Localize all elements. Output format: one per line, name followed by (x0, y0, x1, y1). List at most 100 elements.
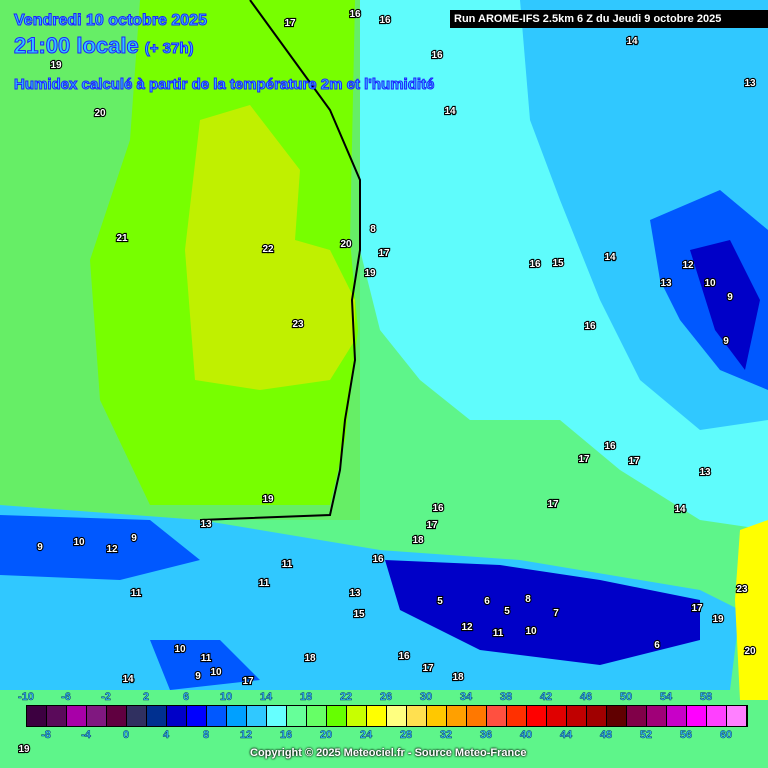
color-scale-label: 58 (699, 691, 713, 704)
color-scale-cell (307, 706, 327, 726)
color-scale-cell (347, 706, 367, 726)
color-scale-label: 0 (122, 729, 130, 742)
copyright: Copyright © 2025 Meteociel.fr - Source M… (250, 747, 527, 759)
color-scale-label: 44 (559, 729, 573, 742)
color-scale-cell (207, 706, 227, 726)
color-scale-label: 48 (599, 729, 613, 742)
color-scale-cell (267, 706, 287, 726)
color-scale-label: 42 (539, 691, 553, 704)
contour-value-label: 10 (525, 626, 537, 637)
contour-value-label: 14 (604, 252, 616, 263)
contour-value-label: 9 (727, 292, 733, 303)
contour-value-label: 14 (122, 674, 134, 685)
ocean-yellowlime (185, 105, 355, 390)
contour-value-label: 19 (712, 614, 724, 625)
color-scale-cell (67, 706, 87, 726)
contour-value-label: 19 (50, 60, 62, 71)
time-label: 21:00 locale (14, 33, 140, 59)
color-scale-cell (167, 706, 187, 726)
color-scale-cell (687, 706, 707, 726)
color-scale-label: 2 (142, 691, 150, 704)
contour-value-label: 19 (262, 494, 274, 505)
contour-value-label: 13 (200, 519, 212, 530)
color-scale-cell (127, 706, 147, 726)
color-scale-label: -2 (101, 691, 111, 704)
contour-value-label: 16 (349, 9, 361, 20)
contour-value-label: 12 (106, 544, 118, 555)
contour-value-label: 18 (304, 653, 316, 664)
color-scale-cell (547, 706, 567, 726)
se-yellow (735, 520, 768, 700)
color-scale-label: -8 (41, 729, 51, 742)
contour-value-label: 14 (626, 36, 638, 47)
color-scale-cell (567, 706, 587, 726)
contour-value-label: 19 (364, 268, 376, 279)
contour-value-label: 16 (529, 259, 541, 270)
color-scale-label: 32 (439, 729, 453, 742)
contour-value-label: 14 (444, 106, 456, 117)
contour-value-label: 11 (131, 588, 142, 599)
color-scale-cell (607, 706, 627, 726)
contour-value-label: 9 (131, 533, 137, 544)
color-scale-cell (227, 706, 247, 726)
contour-value-label: 12 (682, 260, 694, 271)
color-scale (26, 705, 748, 727)
color-scale-label: 20 (319, 729, 333, 742)
color-scale-cell (27, 706, 47, 726)
color-scale-label: 52 (639, 729, 653, 742)
color-scale-label: 38 (499, 691, 513, 704)
contour-value-label: 16 (398, 651, 410, 662)
contour-value-label: 21 (116, 233, 128, 244)
contour-value-label: 9 (723, 336, 729, 347)
contour-value-label: 17 (691, 603, 703, 614)
contour-value-label: 6 (654, 640, 660, 651)
color-scale-label: 40 (519, 729, 533, 742)
contour-value-label: 8 (525, 594, 531, 605)
color-scale-cell (147, 706, 167, 726)
color-scale-label: 26 (379, 691, 393, 704)
contour-value-label: 11 (493, 628, 504, 639)
color-scale-label: 46 (579, 691, 593, 704)
contour-value-label: 20 (340, 239, 352, 250)
color-scale-cell (107, 706, 127, 726)
contour-value-label: 17 (628, 456, 640, 467)
color-scale-cell (327, 706, 347, 726)
contour-value-label: 16 (584, 321, 596, 332)
contour-value-label: 16 (379, 15, 391, 26)
pyrenees-blue-west (0, 515, 200, 580)
contour-value-label: 9 (37, 542, 43, 553)
color-scale-label: 54 (659, 691, 673, 704)
color-scale-cell (47, 706, 67, 726)
contour-value-label: 23 (736, 584, 748, 595)
contour-value-label: 7 (553, 608, 559, 619)
time-offset: (+ 37h) (144, 40, 194, 58)
color-scale-cell (667, 706, 687, 726)
color-scale-label: 22 (339, 691, 353, 704)
contour-value-label: 22 (262, 244, 274, 255)
contour-value-label: 13 (349, 588, 361, 599)
contour-value-label: 16 (432, 503, 444, 514)
color-scale-cell (407, 706, 427, 726)
pyrenees-blue-east (385, 560, 700, 665)
color-scale-label: 36 (479, 729, 493, 742)
color-scale-label: 60 (719, 729, 733, 742)
contour-value-label: 11 (259, 578, 270, 589)
color-scale-cell (627, 706, 647, 726)
color-scale-label: 6 (182, 691, 190, 704)
color-scale-cell (87, 706, 107, 726)
contour-value-label: 17 (378, 248, 390, 259)
forecast-date: Vendredi 10 octobre 2025 (14, 12, 208, 30)
contour-value-label: 17 (547, 499, 559, 510)
forecast-time: 21:00 locale (+ 37h) (14, 33, 195, 59)
color-scale-cell (587, 706, 607, 726)
color-scale-label: 14 (259, 691, 273, 704)
contour-value-label: 11 (282, 559, 293, 570)
color-scale-cell (647, 706, 667, 726)
contour-value-label: 10 (174, 644, 186, 655)
contour-value-label: 10 (704, 278, 716, 289)
contour-value-label: 18 (412, 535, 424, 546)
contour-value-label: 13 (699, 467, 711, 478)
color-scale-label: 34 (459, 691, 473, 704)
color-scale-label: -10 (18, 691, 34, 704)
